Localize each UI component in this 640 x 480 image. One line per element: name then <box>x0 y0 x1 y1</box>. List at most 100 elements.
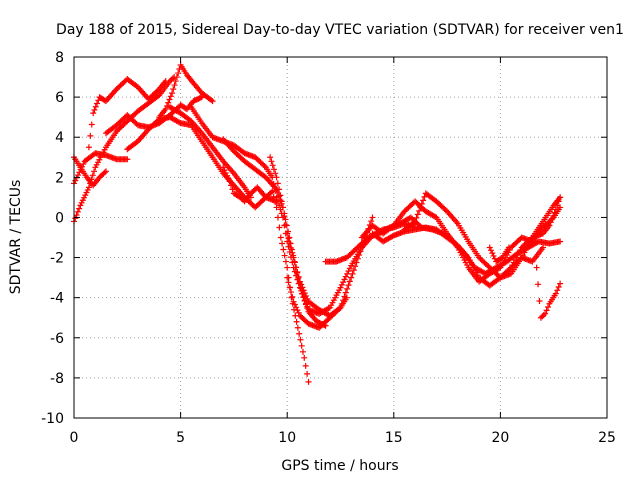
data-point <box>92 103 99 110</box>
data-point <box>87 132 94 139</box>
chart-title: Day 188 of 2015, Sidereal Day-to-day VTE… <box>56 22 624 38</box>
data-point <box>78 163 85 170</box>
data-point <box>345 268 352 275</box>
x-tick-label: 25 <box>598 430 616 446</box>
data-point <box>389 233 396 240</box>
x-axis-label: GPS time / hours <box>281 458 398 474</box>
data-point <box>344 285 351 292</box>
data-point <box>344 270 351 277</box>
data-point <box>261 163 268 170</box>
data-point <box>346 278 353 285</box>
series-track-8 <box>166 104 254 201</box>
data-point <box>282 258 289 265</box>
data-point <box>432 213 439 220</box>
data-point <box>353 259 360 266</box>
data-layer <box>71 62 564 385</box>
data-point <box>88 121 95 128</box>
series-track-7 <box>124 114 312 385</box>
data-point <box>295 275 302 282</box>
data-point <box>295 309 302 316</box>
y-tick-label: -4 <box>50 291 64 307</box>
data-point <box>277 234 284 241</box>
data-point <box>172 78 179 85</box>
data-point <box>173 74 180 81</box>
data-point <box>91 106 98 113</box>
data-point <box>303 292 310 299</box>
data-point <box>488 247 495 254</box>
data-point <box>299 290 306 297</box>
data-point <box>291 258 298 265</box>
data-point <box>505 244 512 251</box>
data-point <box>229 186 236 193</box>
data-point <box>294 269 301 276</box>
data-point <box>282 221 289 228</box>
data-point <box>416 207 423 214</box>
data-point <box>486 244 493 251</box>
y-tick-label: 2 <box>55 170 64 186</box>
data-point <box>349 270 356 277</box>
data-point <box>267 154 274 161</box>
data-point <box>281 252 288 259</box>
data-point <box>73 174 80 181</box>
data-point <box>554 202 561 209</box>
data-point <box>297 285 304 292</box>
data-point <box>552 290 559 297</box>
series-track-17 <box>369 224 547 289</box>
data-point <box>288 294 295 301</box>
data-point <box>300 294 307 301</box>
data-point <box>348 274 355 281</box>
data-point <box>85 144 92 151</box>
data-point <box>305 378 312 385</box>
data-point <box>557 238 564 245</box>
data-point <box>548 216 555 223</box>
data-point <box>297 336 304 343</box>
data-point <box>89 172 96 179</box>
data-point <box>545 304 552 311</box>
tick-layer: 0 5 10 15 20 25 -10 -8 -6 -4 -2 0 2 4 6 8 <box>41 50 616 446</box>
data-point <box>551 209 558 216</box>
data-point <box>325 305 332 312</box>
series-track-9 <box>220 164 280 205</box>
data-point <box>284 264 291 271</box>
data-point <box>208 97 215 104</box>
data-point <box>278 198 285 205</box>
data-point <box>342 273 349 280</box>
data-point <box>442 207 449 214</box>
data-point <box>302 301 309 308</box>
data-point <box>292 264 299 271</box>
data-point <box>412 218 419 225</box>
data-point <box>80 161 87 168</box>
data-point <box>293 318 300 325</box>
data-point <box>414 211 421 218</box>
y-tick-label: 8 <box>55 50 64 66</box>
data-point <box>279 204 286 211</box>
data-point <box>554 287 561 294</box>
data-point <box>176 119 183 126</box>
data-point <box>557 280 564 287</box>
data-point <box>170 86 177 93</box>
data-point <box>304 370 311 377</box>
data-point <box>304 305 311 312</box>
data-point <box>74 208 81 215</box>
data-point <box>220 164 227 171</box>
data-point <box>165 99 172 106</box>
data-point <box>124 156 131 163</box>
data-point <box>272 170 279 177</box>
data-point <box>276 193 283 200</box>
data-point <box>543 307 550 314</box>
data-point <box>284 274 291 281</box>
data-point <box>550 212 557 219</box>
data-point <box>291 301 298 308</box>
data-point <box>267 189 274 196</box>
data-point <box>276 224 283 231</box>
data-point <box>288 289 295 296</box>
data-point <box>540 244 547 251</box>
data-point <box>535 281 542 288</box>
data-point <box>285 235 292 242</box>
data-point <box>294 324 301 331</box>
data-point <box>357 248 364 255</box>
y-tick-label: -6 <box>50 331 64 347</box>
data-point <box>301 297 308 304</box>
data-point <box>356 252 363 259</box>
data-point <box>269 188 276 195</box>
